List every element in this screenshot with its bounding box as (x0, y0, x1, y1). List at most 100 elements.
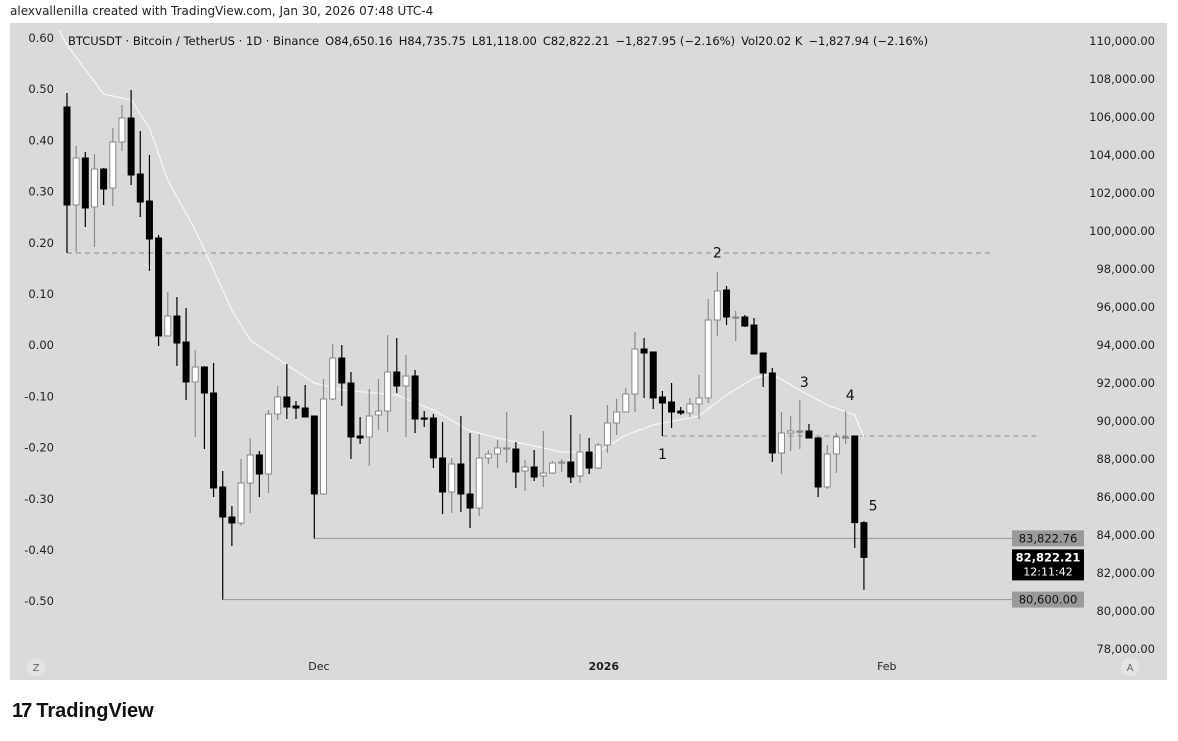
candle-bearish[interactable] (210, 392, 218, 489)
candle-bearish[interactable] (585, 451, 593, 469)
candle-bullish[interactable] (329, 357, 337, 400)
candle-bullish[interactable] (319, 398, 327, 495)
candle-bearish[interactable] (851, 435, 859, 524)
candle-bullish[interactable] (237, 482, 245, 524)
candle-bullish[interactable] (603, 422, 611, 446)
candle-bullish[interactable] (576, 451, 584, 477)
auto-scale-button[interactable] (1121, 658, 1139, 676)
candle-bullish[interactable] (484, 453, 492, 459)
candle-bearish[interactable] (411, 375, 419, 420)
candle-bearish[interactable] (466, 493, 474, 509)
candle-bearish[interactable] (255, 454, 263, 475)
symbol-info[interactable]: BTCUSDT · Bitcoin / TetherUS · 1D · Bina… (68, 34, 320, 48)
candle-bullish[interactable] (274, 396, 282, 415)
candle-bearish[interactable] (301, 407, 309, 418)
candle-bearish[interactable] (200, 366, 208, 394)
candle-bullish[interactable] (695, 397, 703, 405)
candle-bearish[interactable] (732, 316, 740, 319)
tradingview-logo[interactable]: 17 TradingView (12, 700, 154, 723)
candle-bearish[interactable] (63, 106, 71, 206)
candle-bullish[interactable] (265, 413, 273, 475)
candle-bearish[interactable] (677, 410, 685, 414)
candle-bullish[interactable] (384, 371, 392, 412)
candle-bearish[interactable] (558, 461, 566, 464)
candle-bearish[interactable] (567, 461, 575, 478)
candle-bullish[interactable] (118, 117, 126, 143)
candle-bearish[interactable] (283, 396, 291, 408)
candle-bearish[interactable] (356, 435, 364, 439)
candle-bearish[interactable] (228, 516, 236, 524)
candle-bearish[interactable] (81, 157, 89, 209)
candle-bearish[interactable] (649, 351, 657, 399)
candle-bullish[interactable] (246, 454, 254, 484)
price-axis-tick: 100,000.00 (1089, 224, 1155, 238)
candle-bullish[interactable] (832, 436, 840, 455)
candle-bearish[interactable] (658, 396, 666, 404)
candle-bearish[interactable] (750, 324, 758, 355)
candle-bullish[interactable] (365, 415, 373, 438)
candle-bearish[interactable] (310, 415, 318, 495)
candle-bearish[interactable] (420, 417, 428, 420)
wave-label[interactable]: 4 (846, 388, 855, 404)
candle-bullish[interactable] (713, 290, 721, 321)
candle-bullish[interactable] (521, 466, 529, 472)
candle-bearish[interactable] (173, 315, 181, 344)
candle-bullish[interactable] (374, 410, 382, 416)
candle-bullish[interactable] (622, 393, 630, 413)
candle-bearish[interactable] (182, 341, 190, 383)
candle-bearish[interactable] (741, 316, 749, 327)
candle-bullish[interactable] (631, 348, 639, 395)
zoom-button[interactable] (27, 658, 45, 676)
candle-bearish[interactable] (860, 522, 868, 558)
candle-bearish[interactable] (814, 437, 822, 488)
candle-bearish[interactable] (347, 382, 355, 438)
wave-label[interactable]: 3 (800, 375, 809, 391)
wave-label[interactable]: 2 (713, 246, 722, 262)
candle-bullish[interactable] (109, 141, 117, 189)
candle-bullish[interactable] (548, 462, 556, 474)
candle-bearish[interactable] (439, 457, 447, 493)
candle-bullish[interactable] (539, 472, 547, 477)
candle-bearish[interactable] (127, 117, 135, 176)
candle-bullish[interactable] (594, 444, 602, 469)
candle-bearish[interactable] (338, 357, 346, 384)
candle-bearish[interactable] (136, 173, 144, 203)
candle-bearish[interactable] (842, 436, 850, 439)
candle-bearish[interactable] (768, 372, 776, 454)
candle-bullish[interactable] (494, 447, 502, 455)
wave-label[interactable]: 5 (869, 498, 878, 514)
candle-bullish[interactable] (90, 168, 98, 208)
candle-bearish[interactable] (530, 466, 538, 478)
candle-bearish[interactable] (393, 371, 401, 387)
candle-bullish[interactable] (613, 411, 621, 424)
candle-bullish[interactable] (448, 463, 456, 493)
candle-bullish[interactable] (164, 315, 172, 337)
candle-bearish[interactable] (796, 430, 804, 433)
candle-bullish[interactable] (777, 432, 785, 454)
candle-bullish[interactable] (402, 375, 410, 387)
candle-bullish[interactable] (191, 366, 199, 383)
candle-bearish[interactable] (429, 417, 437, 459)
price-axis-tick: 80,000.00 (1096, 604, 1155, 618)
candle-bearish[interactable] (723, 289, 731, 318)
candle-bearish[interactable] (503, 447, 511, 450)
candle-bearish[interactable] (640, 348, 648, 354)
candle-bearish[interactable] (457, 463, 465, 495)
wave-label[interactable]: 1 (658, 447, 667, 463)
candle-bullish[interactable] (787, 430, 795, 434)
candle-bearish[interactable] (668, 401, 676, 413)
candle-bearish[interactable] (512, 448, 520, 473)
candle-bearish[interactable] (805, 430, 813, 439)
candle-bullish[interactable] (686, 403, 694, 414)
candle-bearish[interactable] (155, 237, 163, 337)
candle-bearish[interactable] (100, 168, 108, 190)
candle-bullish[interactable] (704, 319, 712, 399)
candle-bearish[interactable] (292, 405, 300, 409)
candle-bullish[interactable] (72, 157, 80, 206)
candle-bearish[interactable] (759, 352, 767, 374)
candle-bullish[interactable] (475, 457, 483, 509)
candle-bearish[interactable] (145, 200, 153, 240)
candle-bearish[interactable] (219, 486, 227, 518)
candle-bullish[interactable] (823, 453, 831, 488)
